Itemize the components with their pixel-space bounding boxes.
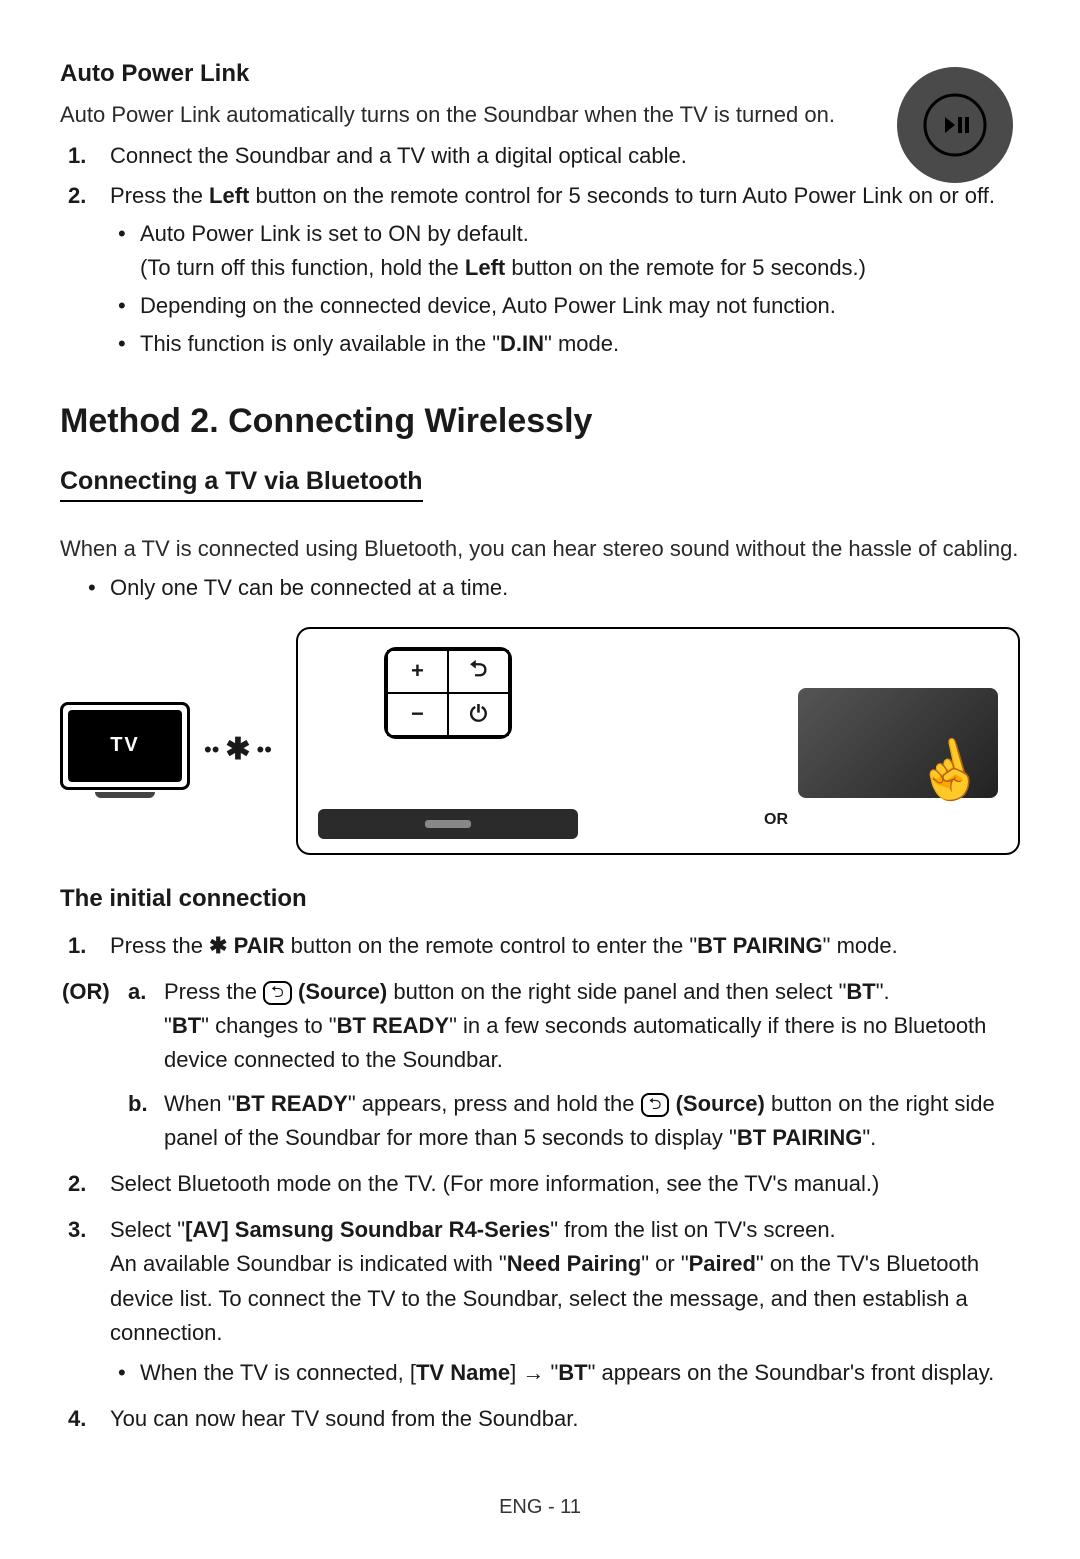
s3-need-pairing: Need Pairing bbox=[507, 1251, 641, 1276]
a-2: button on the right side panel and then … bbox=[387, 979, 846, 1004]
bullet-one-tv: Only one TV can be connected at a time. bbox=[110, 571, 1020, 605]
s3-bullet-b: ] → " bbox=[510, 1360, 558, 1385]
step-2-number: 2. bbox=[68, 179, 86, 213]
bluetooth-signal-icon: ••✱•• bbox=[204, 732, 272, 767]
a-l2-bt: BT bbox=[172, 1013, 201, 1038]
hand-pointer-icon: ☝ bbox=[907, 730, 991, 812]
bullet-din-mode: This function is only available in the "… bbox=[140, 327, 1020, 361]
initial-connection-heading: The initial connection bbox=[60, 885, 1020, 913]
step-1: 1. Connect the Soundbar and a TV with a … bbox=[100, 139, 1020, 173]
bullet-default-on: Auto Power Link is set to ON by default.… bbox=[140, 217, 1020, 285]
source-button-icon: ⮌ bbox=[470, 652, 488, 690]
step-2-bold-left: Left bbox=[209, 183, 249, 208]
s4-text: You can now hear TV sound from the Sound… bbox=[110, 1406, 578, 1431]
s3-paired: Paired bbox=[689, 1251, 756, 1276]
initial-step-1: 1. Press the ✱ PAIR button on the remote… bbox=[100, 929, 1020, 963]
sub-step-a: a. Press the ⮌ (Source) button on the ri… bbox=[156, 975, 1020, 1077]
sub-step-b: b. When "BT READY" appears, press and ho… bbox=[156, 1087, 1020, 1155]
page-footer: ENG - 11 bbox=[60, 1496, 1020, 1519]
initial-or-block: (OR) a. Press the ⮌ (Source) button on t… bbox=[110, 975, 1020, 1155]
connecting-bluetooth-heading: Connecting a TV via Bluetooth bbox=[60, 467, 423, 502]
b-1: When " bbox=[164, 1091, 235, 1116]
s3-device-name: [AV] Samsung Soundbar R4-Series bbox=[185, 1217, 550, 1242]
a-bt: BT bbox=[846, 979, 875, 1004]
s1-b: button on the remote control to enter th… bbox=[285, 933, 698, 958]
auto-power-link-intro: Auto Power Link automatically turns on t… bbox=[60, 98, 1020, 131]
a-l2-ready: BT READY bbox=[337, 1013, 449, 1038]
bluetooth-glyph-icon: ✱ bbox=[209, 933, 227, 958]
bluetooth-desc: When a TV is connected using Bluetooth, … bbox=[60, 532, 1020, 565]
bullet-may-not-function: Depending on the connected device, Auto … bbox=[140, 289, 1020, 323]
s3-num: 3. bbox=[68, 1213, 86, 1247]
b-4: ". bbox=[862, 1125, 876, 1150]
minus-button-icon: − bbox=[411, 701, 424, 727]
s3-b: " from the list on TV's screen. bbox=[550, 1217, 835, 1242]
source-inline-icon-2: ⮌ bbox=[641, 1093, 670, 1117]
b-2: " appears, press and hold the bbox=[348, 1091, 641, 1116]
bullet-default-sub-b: button on the remote for 5 seconds.) bbox=[505, 255, 866, 280]
method-2-title: Method 2. Connecting Wirelessly bbox=[60, 402, 1020, 441]
bullet-din-a: This function is only available in the " bbox=[140, 331, 500, 356]
soundbar-illustration bbox=[318, 809, 578, 839]
tv-illustration: TV bbox=[60, 702, 190, 798]
s1-c: " mode. bbox=[823, 933, 898, 958]
bt-pairing-label: BT PAIRING bbox=[697, 933, 822, 958]
power-button-icon: ⏻ bbox=[470, 701, 487, 727]
bullet-din-b: " mode. bbox=[544, 331, 619, 356]
s3-bt: BT bbox=[558, 1360, 587, 1385]
bluetooth-diagram: TV ••✱•• + ⮌ − ⏻ OR ☝ bbox=[60, 627, 1020, 855]
auto-power-link-section: Auto Power Link Auto Power Link automati… bbox=[60, 60, 1020, 362]
sub-a-num: a. bbox=[128, 975, 146, 1009]
a-source-label: (Source) bbox=[298, 979, 387, 1004]
tv-label: TV bbox=[68, 710, 182, 782]
initial-step-2: 2. Select Bluetooth mode on the TV. (For… bbox=[100, 1167, 1020, 1201]
remote-play-pause-icon bbox=[890, 60, 1020, 190]
s1-a: Press the bbox=[110, 933, 209, 958]
touch-panel-illustration: ☝ bbox=[798, 688, 998, 798]
bullet-default-sub-a: (To turn off this function, hold the bbox=[140, 255, 465, 280]
soundbar-panel-diagram: + ⮌ − ⏻ OR ☝ bbox=[296, 627, 1020, 855]
step-2: 2. Press the Left button on the remote c… bbox=[100, 179, 1020, 361]
initial-step-4: 4. You can now hear TV sound from the So… bbox=[100, 1402, 1020, 1436]
bullet-default-on-text: Auto Power Link is set to ON by default. bbox=[140, 221, 529, 246]
initial-step-3: 3. Select "[AV] Samsung Soundbar R4-Seri… bbox=[100, 1213, 1020, 1389]
b-ready: BT READY bbox=[235, 1091, 347, 1116]
s3-bullet-c: " appears on the Soundbar's front displa… bbox=[588, 1360, 995, 1385]
a-l2-b: " changes to " bbox=[201, 1013, 336, 1038]
or-tag: (OR) bbox=[62, 975, 110, 1009]
bullet-din-bold: D.IN bbox=[500, 331, 544, 356]
s3-l2-a: An available Soundbar is indicated with … bbox=[110, 1251, 507, 1276]
s4-num: 4. bbox=[68, 1402, 86, 1436]
s3-l2-b: " or " bbox=[641, 1251, 688, 1276]
s3-a: Select " bbox=[110, 1217, 185, 1242]
pair-label: PAIR bbox=[227, 933, 284, 958]
a-l2-a: " bbox=[164, 1013, 172, 1038]
step-2-text-b: button on the remote control for 5 secon… bbox=[249, 183, 995, 208]
a-1: Press the bbox=[164, 979, 263, 1004]
s3-tvname: TV Name bbox=[416, 1360, 510, 1385]
source-inline-icon: ⮌ bbox=[263, 981, 292, 1005]
s2-text: Select Bluetooth mode on the TV. (For mo… bbox=[110, 1171, 879, 1196]
auto-power-link-heading: Auto Power Link bbox=[60, 60, 1020, 88]
step-2-text-a: Press the bbox=[110, 183, 209, 208]
sub-b-num: b. bbox=[128, 1087, 148, 1121]
b-source-label: (Source) bbox=[676, 1091, 765, 1116]
s2-num: 2. bbox=[68, 1167, 86, 1201]
initial-step-1-num: 1. bbox=[68, 929, 86, 963]
step-1-number: 1. bbox=[68, 139, 86, 173]
s3-bullet: When the TV is connected, [TV Name] → "B… bbox=[140, 1356, 1020, 1390]
b-pairing: BT PAIRING bbox=[737, 1125, 862, 1150]
bullet-default-sub-bold: Left bbox=[465, 255, 505, 280]
or-label: OR bbox=[764, 811, 788, 829]
a-3: ". bbox=[876, 979, 890, 1004]
step-1-text: Connect the Soundbar and a TV with a dig… bbox=[110, 143, 687, 168]
plus-button-icon: + bbox=[411, 658, 424, 684]
control-buttons-icon: + ⮌ − ⏻ bbox=[384, 647, 512, 739]
s3-bullet-a: When the TV is connected, [ bbox=[140, 1360, 416, 1385]
